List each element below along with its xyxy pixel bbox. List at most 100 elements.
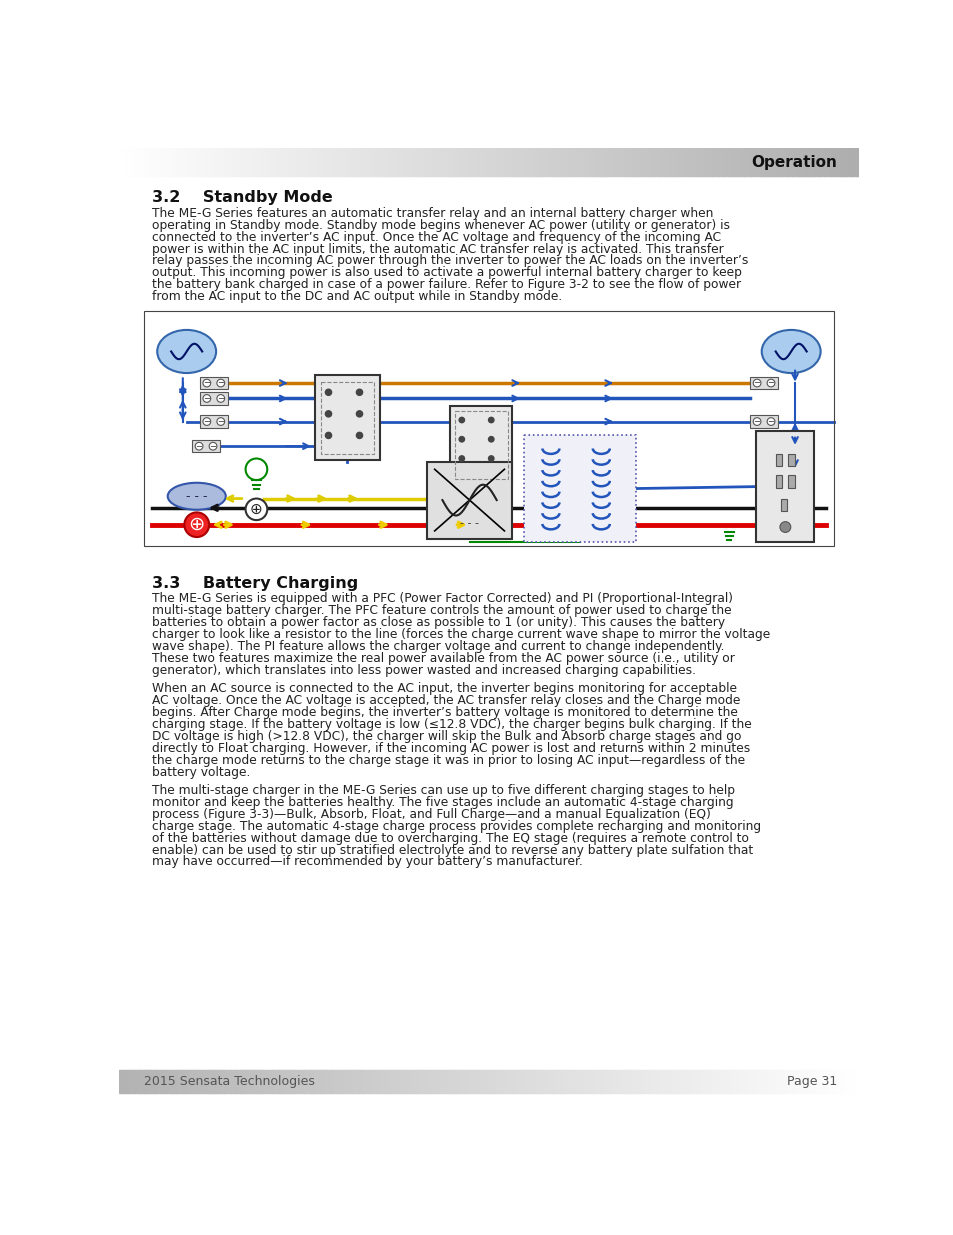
Text: DC voltage is high (>12.8 VDC), the charger will skip the Bulk and Absorb charge: DC voltage is high (>12.8 VDC), the char… xyxy=(152,730,740,743)
Bar xyxy=(119,148,122,175)
Bar xyxy=(779,148,782,175)
Bar xyxy=(777,1070,780,1093)
Text: −: − xyxy=(767,417,774,426)
Text: wave shape). The PI feature allows the charger voltage and current to change ind: wave shape). The PI feature allows the c… xyxy=(152,640,723,653)
Bar xyxy=(469,148,472,175)
Bar xyxy=(119,1070,122,1093)
Bar xyxy=(341,148,344,175)
Bar xyxy=(144,148,147,175)
Bar xyxy=(326,1070,329,1093)
Bar xyxy=(407,148,411,175)
Bar xyxy=(323,148,327,175)
Text: −: − xyxy=(753,417,760,426)
Text: charging stage. If the battery voltage is low (≤12.8 VDC), the charger begins bu: charging stage. If the battery voltage i… xyxy=(152,718,751,731)
Bar xyxy=(289,1070,293,1093)
Bar xyxy=(508,148,512,175)
Bar xyxy=(775,454,781,466)
Bar xyxy=(234,1070,238,1093)
Bar xyxy=(511,148,514,175)
Text: Page 31: Page 31 xyxy=(786,1074,836,1088)
Circle shape xyxy=(245,458,267,480)
Bar xyxy=(821,148,824,175)
Text: AC voltage. Once the AC voltage is accepted, the AC transfer relay closes and th: AC voltage. Once the AC voltage is accep… xyxy=(152,694,740,708)
Bar xyxy=(550,1070,553,1093)
Bar xyxy=(471,148,475,175)
Bar xyxy=(262,148,265,175)
Bar xyxy=(841,1070,843,1093)
Bar xyxy=(427,148,430,175)
Bar xyxy=(449,1070,453,1093)
Bar xyxy=(316,1070,319,1093)
Bar xyxy=(757,1070,760,1093)
Bar xyxy=(659,1070,661,1093)
Bar xyxy=(786,148,789,175)
Bar xyxy=(444,1070,447,1093)
Bar xyxy=(766,148,770,175)
Bar xyxy=(587,1070,590,1093)
Bar xyxy=(270,148,273,175)
Bar xyxy=(217,1070,221,1093)
Bar xyxy=(696,148,699,175)
Bar xyxy=(724,148,728,175)
Bar xyxy=(289,148,293,175)
Bar xyxy=(660,148,664,175)
Bar xyxy=(850,148,854,175)
Bar xyxy=(845,148,848,175)
Bar xyxy=(794,1070,797,1093)
Bar xyxy=(146,1070,150,1093)
Bar xyxy=(370,1070,374,1093)
Bar xyxy=(496,148,499,175)
Bar xyxy=(370,148,374,175)
Text: −: − xyxy=(195,442,202,451)
Bar xyxy=(540,148,543,175)
Bar xyxy=(680,148,683,175)
Bar xyxy=(390,148,394,175)
Bar xyxy=(435,148,437,175)
Bar xyxy=(577,148,580,175)
Bar xyxy=(589,148,593,175)
Bar xyxy=(415,148,417,175)
Bar xyxy=(169,148,172,175)
Bar xyxy=(747,1070,750,1093)
Bar xyxy=(693,1070,696,1093)
Bar xyxy=(455,411,507,478)
Bar xyxy=(713,1070,716,1093)
Bar xyxy=(494,148,497,175)
Bar xyxy=(254,1070,257,1093)
Bar xyxy=(331,148,335,175)
Bar xyxy=(459,148,462,175)
Bar xyxy=(141,148,145,175)
Bar xyxy=(309,148,312,175)
Bar xyxy=(368,1070,371,1093)
Bar xyxy=(671,1070,674,1093)
Bar xyxy=(559,1070,563,1093)
Bar xyxy=(338,1070,341,1093)
Bar xyxy=(161,148,164,175)
Bar xyxy=(752,148,755,175)
Bar xyxy=(152,148,154,175)
Circle shape xyxy=(245,499,267,520)
Bar xyxy=(264,1070,268,1093)
Bar xyxy=(124,1070,128,1093)
Circle shape xyxy=(356,389,362,395)
Bar xyxy=(565,1070,568,1093)
Bar xyxy=(833,1070,837,1093)
Bar xyxy=(486,1070,489,1093)
Bar xyxy=(222,148,226,175)
Text: enable) can be used to stir up stratified electrolyte and to reverse any battery: enable) can be used to stir up stratifie… xyxy=(152,844,752,857)
Bar xyxy=(343,1070,346,1093)
Bar xyxy=(444,148,447,175)
Bar xyxy=(301,148,305,175)
Bar xyxy=(382,1070,386,1093)
Bar xyxy=(427,1070,430,1093)
Bar xyxy=(737,148,740,175)
Bar xyxy=(639,148,641,175)
Bar xyxy=(240,148,243,175)
Bar xyxy=(528,148,531,175)
Bar xyxy=(821,1070,824,1093)
Circle shape xyxy=(209,442,216,450)
Bar xyxy=(702,1070,706,1093)
Ellipse shape xyxy=(157,330,216,373)
Bar xyxy=(811,148,814,175)
Bar xyxy=(153,148,157,175)
